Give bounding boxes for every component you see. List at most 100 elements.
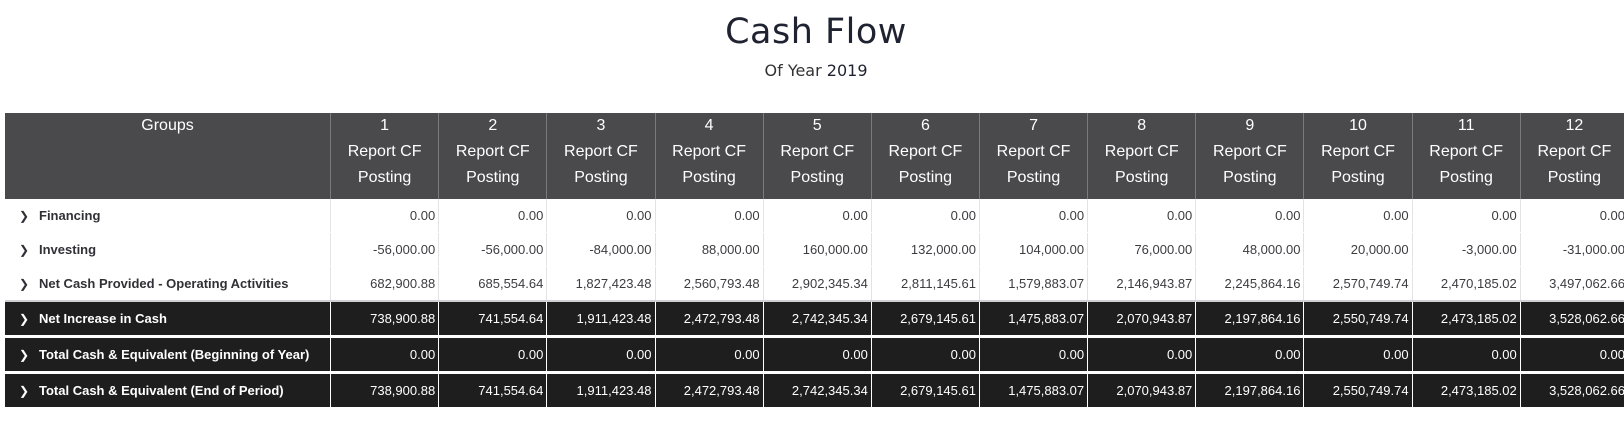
column-subtitle-report-cf: Report CF [1537,143,1612,160]
value-cell: 2,902,345.34 [763,266,872,302]
value-cell: 0.00 [979,199,1089,233]
month-number: 8 [1137,117,1147,134]
month-column-header-10[interactable]: 10 Report CF Posting [1303,113,1413,199]
chevron-right-icon[interactable]: ❯ [19,277,30,291]
table-row[interactable]: ❯ Investing -56,000.00 -56,000.00 -84,000.00… [5,232,1624,267]
table-body: ❯ Financing 0.00 0.00 0.00 0.00 0.00 0.00 0.00 0.… [5,199,1624,410]
group-cell[interactable]: ❯ Net Increase in Cash [5,301,332,338]
value-cell: 0.00 [438,336,548,374]
value-cell: 685,554.64 [438,266,548,302]
column-subtitle-posting: Posting [1439,169,1493,186]
group-cell[interactable]: ❯ Net Cash Provided - Operating Activitie… [5,266,332,302]
chevron-right-icon[interactable]: ❯ [19,209,30,223]
table-row[interactable]: ❯ Net Cash Provided - Operating Activitie… [5,266,1624,302]
value-cell: 0.00 [1520,199,1624,233]
value-cell: 0.00 [438,199,548,233]
value-cell: 0.00 [1303,336,1413,374]
column-subtitle-report-cf: Report CF [455,143,530,160]
value-cell: 2,570,749.74 [1303,266,1413,302]
value-cell: 2,473,185.02 [1412,372,1521,410]
subtitle-year: 2019 [826,61,868,80]
column-subtitle-report-cf: Report CF [780,143,855,160]
chevron-right-icon[interactable]: ❯ [19,348,30,362]
group-cell[interactable]: ❯ Financing [5,199,332,233]
value-cell: 2,470,185.02 [1412,266,1521,302]
value-cell: 1,911,423.48 [546,301,656,338]
value-cell: 48,000.00 [1195,232,1305,267]
value-cell: 0.00 [330,199,440,233]
month-column-header-9[interactable]: 9 Report CF Posting [1195,113,1305,199]
value-cell: -84,000.00 [546,232,656,267]
value-cell: 2,679,145.61 [871,301,980,338]
value-cell: 0.00 [1303,199,1413,233]
groups-column-header[interactable]: Groups [5,113,332,199]
report-title: Cash Flow [725,12,907,52]
value-cell: 2,146,943.87 [1087,266,1197,302]
value-cell: 0.00 [655,199,764,233]
month-column-header-11[interactable]: 11 Report CF Posting [1412,113,1521,199]
value-cell: 0.00 [546,199,656,233]
group-label: Net Cash Provided - Operating Activities [39,276,289,291]
value-cell: 2,473,185.02 [1412,301,1521,338]
value-cell: 0.00 [1087,336,1197,374]
month-column-header-8[interactable]: 8 Report CF Posting [1087,113,1197,199]
month-number: 10 [1349,117,1367,134]
value-cell: 0.00 [1412,199,1521,233]
value-cell: 2,070,943.87 [1087,301,1197,338]
chevron-right-icon[interactable]: ❯ [19,384,30,398]
month-number: 3 [596,117,606,134]
table-row[interactable]: ❯ Net Increase in Cash 738,900.88 741,554.6… [5,301,1624,338]
column-subtitle-posting: Posting [898,169,953,186]
column-subtitle-posting: Posting [1115,169,1169,186]
month-column-header-7[interactable]: 7 Report CF Posting [979,113,1089,199]
groups-header-label: Groups [141,117,194,134]
group-cell[interactable]: ❯ Total Cash & Equivalent (Beginning of Y… [5,336,332,374]
value-cell: 2,070,943.87 [1087,372,1197,410]
column-subtitle-report-cf: Report CF [1104,143,1179,160]
value-cell: 0.00 [330,336,440,374]
column-subtitle-posting: Posting [466,169,520,186]
table-row[interactable]: ❯ Total Cash & Equivalent (Beginning of Y… [5,336,1624,374]
value-cell: 738,900.88 [330,301,440,338]
header-row: Groups 1 Report CF Posting 2 Report CF Postin… [5,113,1624,199]
month-column-header-3[interactable]: 3 Report CF Posting [546,113,656,199]
value-cell: 738,900.88 [330,372,440,410]
month-column-header-12[interactable]: 12 Report CF Posting [1520,113,1624,199]
group-cell[interactable]: ❯ Total Cash & Equivalent (End of Period) [5,372,332,410]
column-subtitle-posting: Posting [1223,169,1277,186]
value-cell: 0.00 [763,336,872,374]
value-cell: 2,560,793.48 [655,266,764,302]
month-number: 7 [1029,117,1038,134]
value-cell: 0.00 [871,336,980,374]
chevron-right-icon[interactable]: ❯ [19,312,30,326]
column-subtitle-posting: Posting [1331,169,1385,186]
value-cell: 0.00 [1520,336,1624,374]
column-subtitle-posting: Posting [357,169,412,186]
value-cell: 2,245,864.16 [1195,266,1305,302]
month-column-header-6[interactable]: 6 Report CF Posting [871,113,980,199]
group-cell[interactable]: ❯ Investing [5,232,332,267]
group-label: Net Increase in Cash [39,311,167,326]
value-cell: 132,000.00 [871,232,980,267]
value-cell: 76,000.00 [1087,232,1197,267]
value-cell: 2,197,864.16 [1195,372,1305,410]
month-column-header-2[interactable]: 2 Report CF Posting [438,113,548,199]
column-subtitle-posting: Posting [682,169,736,186]
value-cell: 3,497,062.66 [1520,266,1624,302]
month-column-header-4[interactable]: 4 Report CF Posting [655,113,764,199]
value-cell: 1,911,423.48 [546,372,656,410]
month-number: 1 [380,117,390,134]
value-cell: -3,000.00 [1412,232,1521,267]
value-cell: 160,000.00 [763,232,872,267]
column-subtitle-posting: Posting [574,169,628,186]
month-column-header-1[interactable]: 1 Report CF Posting [330,113,440,199]
value-cell: 2,197,864.16 [1195,301,1305,338]
chevron-right-icon[interactable]: ❯ [19,243,30,257]
column-subtitle-posting: Posting [1006,169,1061,186]
table-row[interactable]: ❯ Total Cash & Equivalent (End of Period)… [5,372,1624,410]
value-cell: 741,554.64 [438,301,548,338]
month-column-header-5[interactable]: 5 Report CF Posting [763,113,872,199]
value-cell: 3,528,062.66 [1520,372,1624,410]
table-row[interactable]: ❯ Financing 0.00 0.00 0.00 0.00 0.00 0.00 0.00 0.… [5,199,1624,233]
